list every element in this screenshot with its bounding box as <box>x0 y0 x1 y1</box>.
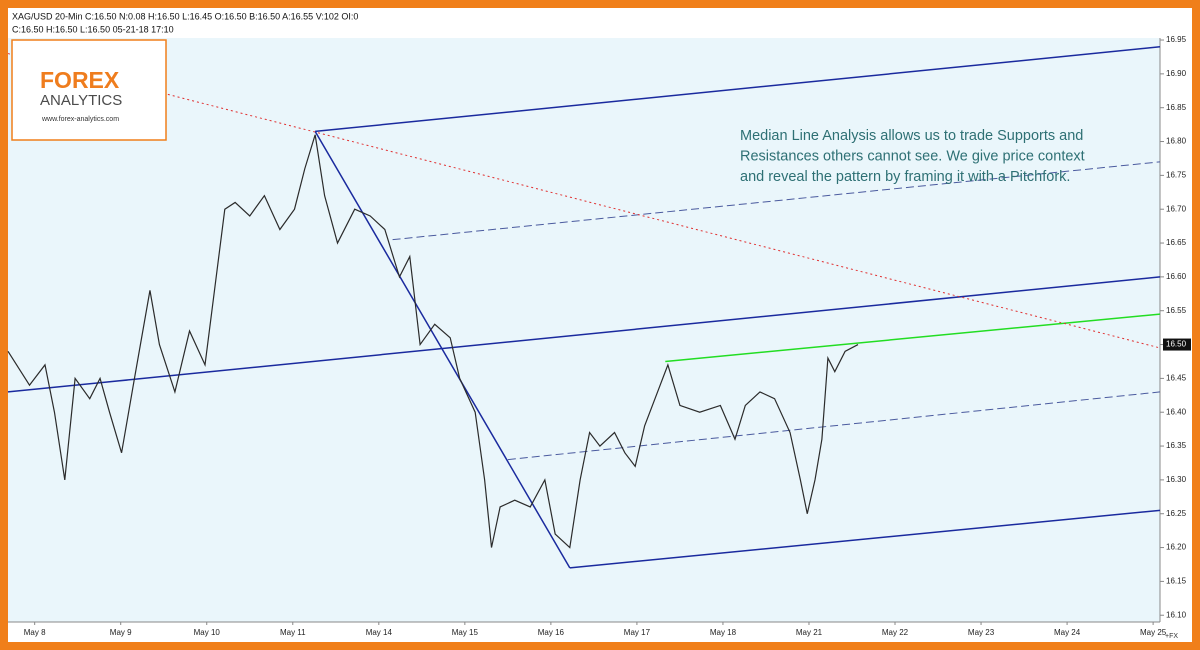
plot-area <box>8 38 1160 622</box>
x-tick-label: May 17 <box>624 628 651 637</box>
y-tick-label: 16.85 <box>1166 103 1187 112</box>
logo-sub: ANALYTICS <box>40 92 122 109</box>
y-tick-label: 16.70 <box>1166 204 1187 213</box>
last-price-box <box>1163 338 1191 351</box>
x-tick-label: May 8 <box>24 628 46 637</box>
x-tick-label: May 18 <box>710 628 737 637</box>
pitchfork-line <box>392 161 1161 241</box>
pitchfork-line <box>315 46 1161 133</box>
pitchfork-line <box>569 509 1161 569</box>
x-tick-label: May 25 <box>1140 628 1167 637</box>
x-tick-label: May 21 <box>796 628 823 637</box>
y-tick-label: 16.80 <box>1166 137 1187 146</box>
y-tick-label: 16.40 <box>1166 407 1187 416</box>
y-tick-label: 16.15 <box>1166 577 1187 586</box>
logo-box <box>11 39 167 141</box>
y-tick-label: 16.60 <box>1166 272 1187 281</box>
x-tick-label: May 16 <box>538 628 565 637</box>
subheader: C:16.50 H:16.50 L:16.50 05-21-18 17:10 <box>12 24 174 34</box>
y-tick-label: 16.95 <box>1166 35 1187 44</box>
x-tick-label: May 11 <box>280 628 306 637</box>
y-tick-label: 16.25 <box>1166 509 1187 518</box>
y-tick-label: 16.90 <box>1166 69 1187 78</box>
x-tick-label: May 23 <box>968 628 995 637</box>
plot: 16.10 16.15 16.20 16.25 16.30 16.35 16.40 16.45… <box>7 35 1191 637</box>
logo-brand: FOREX <box>40 67 120 93</box>
annotation: Resistances others cannot see. We give p… <box>740 148 1085 164</box>
y-tick-label: 16.10 <box>1166 610 1187 619</box>
y-tick-label: 16.55 <box>1166 306 1187 315</box>
x-tick-label: May 9 <box>110 628 132 637</box>
y-tick-label: 16.75 <box>1166 170 1187 179</box>
header: XAG/USD 20-Min C:16.50 N:0.08 H:16.50 L:… <box>12 11 358 21</box>
y-tick-label: 16.30 <box>1166 475 1187 484</box>
y-tick-label: 16.45 <box>1166 373 1187 382</box>
y-tick-label: 16.20 <box>1166 543 1187 552</box>
logo-url: www.forex-analytics.com <box>41 116 119 123</box>
pitchfork-line <box>7 53 1161 349</box>
x-tick-label: May 15 <box>452 628 479 637</box>
pitchfork-line <box>665 313 1161 363</box>
corner-label: +FX <box>1165 633 1178 640</box>
pitchfork-line <box>507 391 1161 461</box>
price-line <box>7 134 859 549</box>
y-tick-label: 16.35 <box>1166 441 1187 450</box>
x-tick-label: May 14 <box>366 628 393 637</box>
pitchfork-line <box>314 131 571 569</box>
x-tick-label: May 22 <box>882 628 909 637</box>
annotation: Median Line Analysis allows us to trade … <box>740 128 1083 144</box>
y-tick-label: 16.65 <box>1166 238 1187 247</box>
x-tick-label: May 24 <box>1054 628 1081 637</box>
annotation: and reveal the pattern by framing it wit… <box>740 169 1070 185</box>
x-tick-label: May 10 <box>194 628 221 637</box>
pitchfork-line <box>7 276 1161 393</box>
last-price-label: 16.50 <box>1166 340 1187 349</box>
